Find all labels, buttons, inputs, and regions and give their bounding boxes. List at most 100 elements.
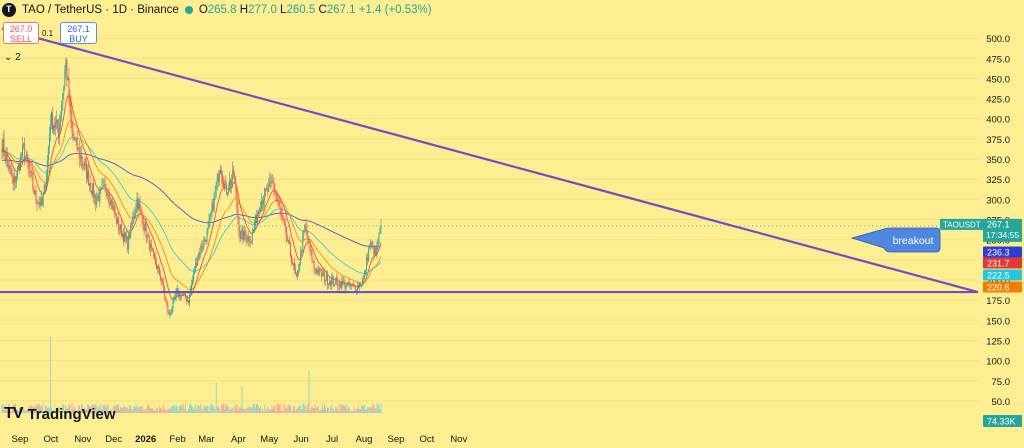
candle-body bbox=[318, 268, 320, 275]
candle-body bbox=[131, 222, 133, 224]
candle-body bbox=[86, 163, 87, 180]
volume-bar bbox=[349, 411, 351, 413]
candle-body bbox=[8, 165, 10, 169]
candle-body bbox=[238, 216, 240, 232]
volume-bar bbox=[168, 407, 170, 413]
volume-bar bbox=[58, 406, 60, 413]
volume-bar bbox=[180, 404, 182, 413]
volume-bar bbox=[311, 405, 313, 413]
volume-bar bbox=[222, 406, 223, 413]
candle-body bbox=[158, 266, 160, 268]
candle-body bbox=[42, 194, 44, 205]
volume-bar bbox=[223, 403, 224, 413]
time-tick-label: Sep bbox=[12, 434, 29, 445]
candle-body bbox=[197, 258, 199, 266]
volume-bar bbox=[30, 404, 32, 413]
volume-bar bbox=[71, 403, 73, 413]
candle-body bbox=[125, 232, 127, 239]
volume-bar bbox=[35, 406, 37, 413]
candle-body bbox=[11, 176, 13, 179]
candle-body bbox=[181, 295, 183, 296]
volume-bar bbox=[146, 406, 148, 413]
candle-body bbox=[213, 193, 215, 210]
candle-body bbox=[100, 188, 102, 189]
candle-body bbox=[20, 156, 21, 171]
candle-body bbox=[302, 235, 304, 252]
symbol-title[interactable]: TAO / TetherUS · 1D · Binance bbox=[22, 4, 179, 16]
candle-body bbox=[296, 273, 298, 276]
candle-body bbox=[236, 191, 238, 207]
candle-body bbox=[146, 234, 148, 238]
volume-bar bbox=[346, 409, 348, 413]
candle-body bbox=[307, 236, 309, 242]
candle-body bbox=[281, 213, 283, 217]
candle-body bbox=[286, 237, 288, 242]
candle-body bbox=[43, 184, 45, 195]
volume-bar bbox=[104, 404, 106, 413]
candle-body bbox=[107, 194, 109, 196]
candle-body bbox=[18, 163, 19, 167]
time-tick-label: May bbox=[260, 434, 278, 445]
volume-bar bbox=[24, 409, 26, 413]
candle-body bbox=[328, 283, 329, 285]
candle-body bbox=[361, 284, 362, 286]
volume-bar bbox=[234, 406, 236, 413]
volume-bar bbox=[209, 405, 211, 413]
candle-body bbox=[255, 215, 257, 224]
ema-value-label-bg bbox=[983, 281, 1022, 293]
candle-body bbox=[84, 162, 86, 164]
candle-body bbox=[243, 231, 245, 241]
candle-body bbox=[344, 282, 346, 289]
candle-body bbox=[199, 252, 201, 255]
candle-body bbox=[163, 281, 165, 290]
candle-body bbox=[242, 230, 244, 241]
volume-bar bbox=[70, 411, 72, 413]
candle-body bbox=[114, 212, 116, 214]
sell-button[interactable]: 267.0 SELL bbox=[3, 22, 39, 44]
volume-bar bbox=[157, 408, 159, 413]
candle-body bbox=[148, 235, 150, 250]
volume-bar bbox=[95, 403, 97, 413]
candle-body bbox=[52, 112, 53, 131]
candle-body bbox=[147, 234, 149, 236]
buy-button[interactable]: 267.1 BUY bbox=[60, 22, 97, 44]
candle-body bbox=[261, 200, 263, 209]
volume-bar bbox=[112, 406, 114, 413]
volume-bar bbox=[329, 411, 331, 413]
candle-body bbox=[132, 216, 134, 224]
volume-bar bbox=[273, 406, 275, 413]
indicators-toggle[interactable]: ⌄ 2 bbox=[4, 52, 21, 63]
candle-body bbox=[9, 165, 11, 170]
candle-body bbox=[233, 169, 235, 177]
volume-bar bbox=[155, 410, 156, 413]
candle-body bbox=[237, 206, 239, 217]
tradingview-logo[interactable]: TV TradingView bbox=[4, 405, 116, 423]
volume-bar bbox=[335, 406, 337, 413]
candle-body bbox=[247, 236, 249, 241]
volume-bar bbox=[295, 410, 297, 413]
volume-bar bbox=[298, 405, 300, 413]
volume-bar bbox=[156, 407, 157, 413]
candle-body bbox=[64, 71, 66, 86]
volume-bar bbox=[100, 404, 102, 413]
candle-body bbox=[49, 124, 51, 135]
candle-body bbox=[295, 269, 296, 274]
candle-body bbox=[272, 182, 274, 183]
volume-bar bbox=[213, 406, 215, 413]
volume-bar bbox=[107, 404, 109, 413]
candle-body bbox=[202, 246, 204, 249]
candle-body bbox=[297, 270, 299, 276]
volume-bar bbox=[115, 404, 117, 413]
volume-bar bbox=[362, 405, 363, 413]
volume-bar bbox=[336, 407, 338, 413]
volume-bar bbox=[240, 407, 242, 413]
volume-bar bbox=[293, 406, 294, 413]
candle-body bbox=[249, 241, 251, 243]
candle-body bbox=[104, 184, 106, 186]
volume-bar bbox=[123, 407, 125, 413]
candle-body bbox=[187, 299, 189, 303]
candle-body bbox=[343, 282, 345, 284]
grid bbox=[0, 37, 978, 402]
volume-bar bbox=[285, 409, 287, 413]
